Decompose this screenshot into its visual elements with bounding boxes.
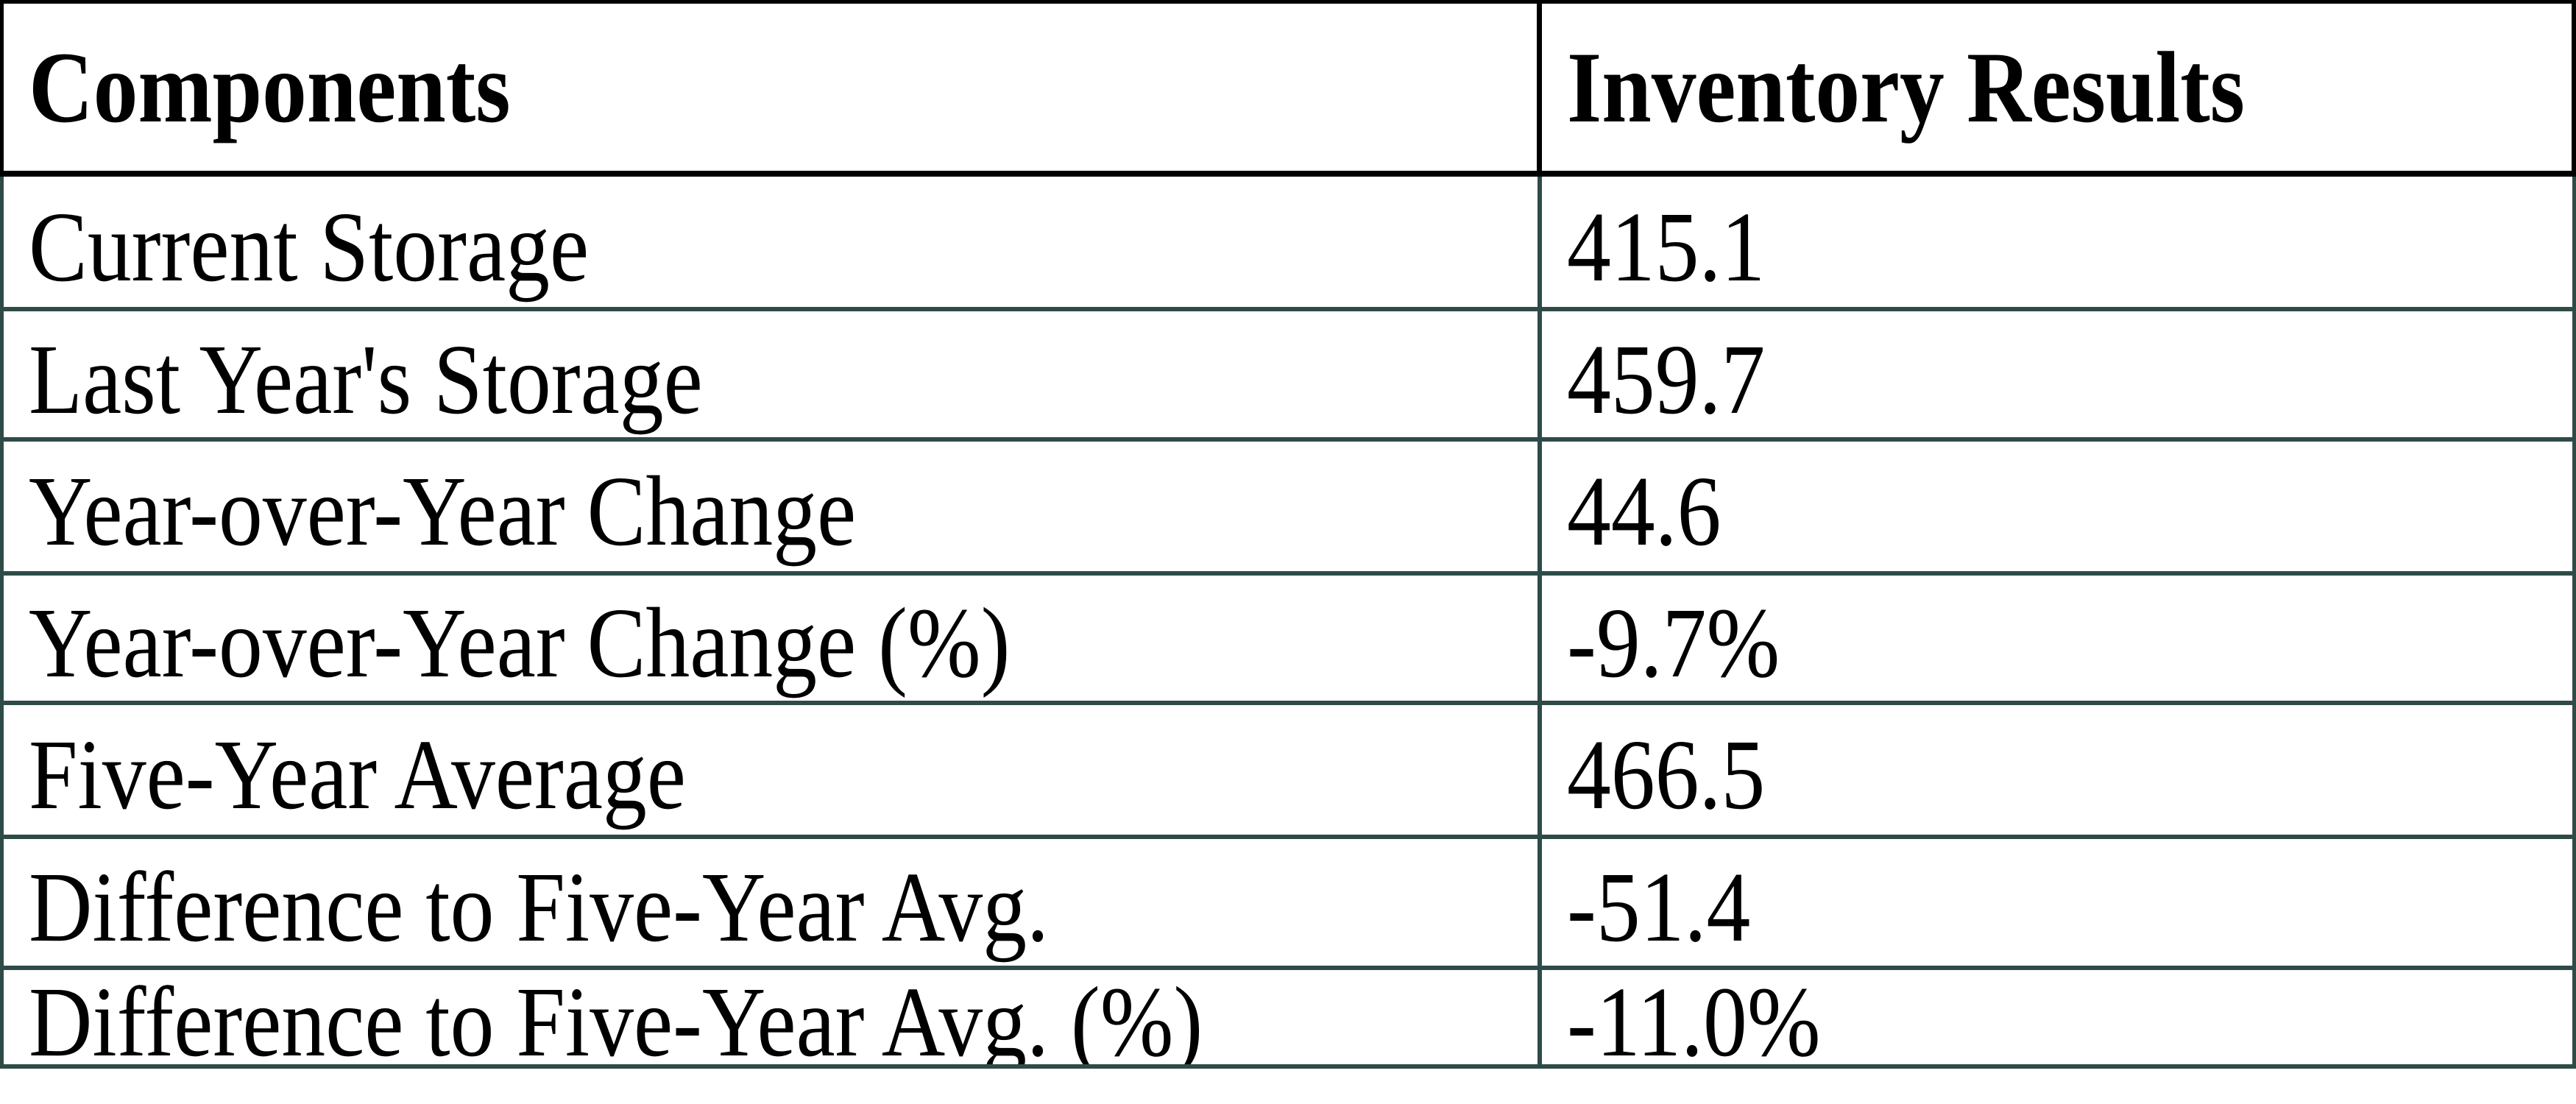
row-value: -9.7% <box>1567 588 1780 698</box>
table-row-component-diff-five-year-avg: Difference to Five-Year Avg. <box>0 839 1542 970</box>
row-label: Year-over-Year Change <box>29 456 857 567</box>
row-value: -11.0% <box>1567 970 1821 1069</box>
row-label: Last Year's Storage <box>29 324 703 435</box>
row-value: 415.1 <box>1567 191 1766 302</box>
row-label: Year-over-Year Change (%) <box>29 588 1011 698</box>
table-row-component-last-years-storage: Last Year's Storage <box>0 311 1542 442</box>
row-value: 44.6 <box>1567 456 1722 567</box>
row-label: Difference to Five-Year Avg. (%) <box>29 970 1203 1069</box>
header-label-components: Components <box>29 30 511 144</box>
row-label: Five-Year Average <box>29 720 686 830</box>
table-row-value-yoy-change-pct: -9.7% <box>1542 576 2576 705</box>
table-row-value-current-storage: 415.1 <box>1542 177 2576 311</box>
row-value: 459.7 <box>1567 324 1766 435</box>
header-cell-inventory-results: Inventory Results <box>1542 0 2576 177</box>
row-label: Current Storage <box>29 191 590 302</box>
inventory-results-table: Components Inventory Results Current Sto… <box>0 0 2576 1069</box>
table-row-value-five-year-average: 466.5 <box>1542 705 2576 839</box>
table-row-component-yoy-change: Year-over-Year Change <box>0 442 1542 576</box>
table-row-value-last-years-storage: 459.7 <box>1542 311 2576 442</box>
table-row-value-diff-five-year-avg-pct: -11.0% <box>1542 970 2576 1069</box>
table-row-component-current-storage: Current Storage <box>0 177 1542 311</box>
row-value: 466.5 <box>1567 720 1766 830</box>
table-row-value-diff-five-year-avg: -51.4 <box>1542 839 2576 970</box>
table-row-value-yoy-change: 44.6 <box>1542 442 2576 576</box>
table-row-component-five-year-average: Five-Year Average <box>0 705 1542 839</box>
row-label: Difference to Five-Year Avg. <box>29 852 1049 963</box>
table-row-component-yoy-change-pct: Year-over-Year Change (%) <box>0 576 1542 705</box>
table-row-component-diff-five-year-avg-pct: Difference to Five-Year Avg. (%) <box>0 970 1542 1069</box>
header-cell-components: Components <box>0 0 1542 177</box>
row-value: -51.4 <box>1567 852 1751 963</box>
header-label-inventory-results: Inventory Results <box>1567 30 2245 144</box>
